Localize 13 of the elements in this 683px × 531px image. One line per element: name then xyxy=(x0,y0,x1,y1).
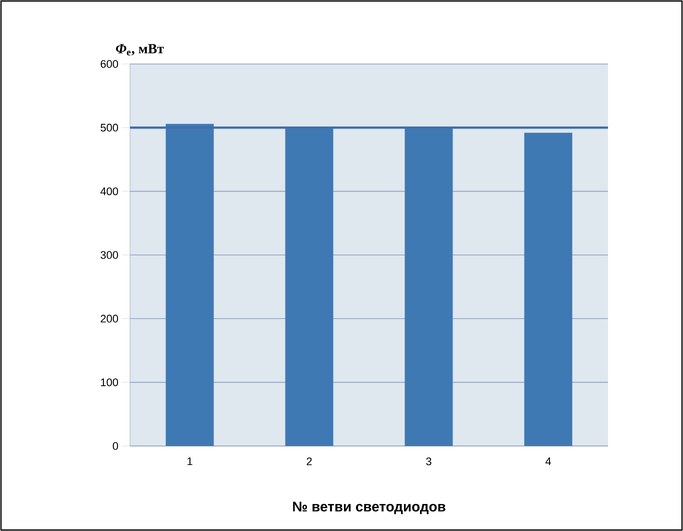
y-tick-label: 600 xyxy=(100,60,118,68)
x-tick-label: 2 xyxy=(306,458,312,466)
x-tick-label: 1 xyxy=(188,458,192,466)
y-tick-label: 100 xyxy=(101,378,118,386)
y-tick-label: 200 xyxy=(100,314,118,323)
x-axis-title: № ветви светодиодов xyxy=(293,502,446,514)
x-tick-label: 4 xyxy=(545,458,551,466)
y-tick-label: 0 xyxy=(112,442,118,450)
y-axis-title: Φ$_{e}$, мВт xyxy=(116,44,164,56)
y-tick-label: 400 xyxy=(100,187,118,196)
y-tick-label: 500 xyxy=(100,124,118,132)
x-tick-label: 3 xyxy=(426,458,432,466)
y-tick-label: 300 xyxy=(100,251,118,259)
